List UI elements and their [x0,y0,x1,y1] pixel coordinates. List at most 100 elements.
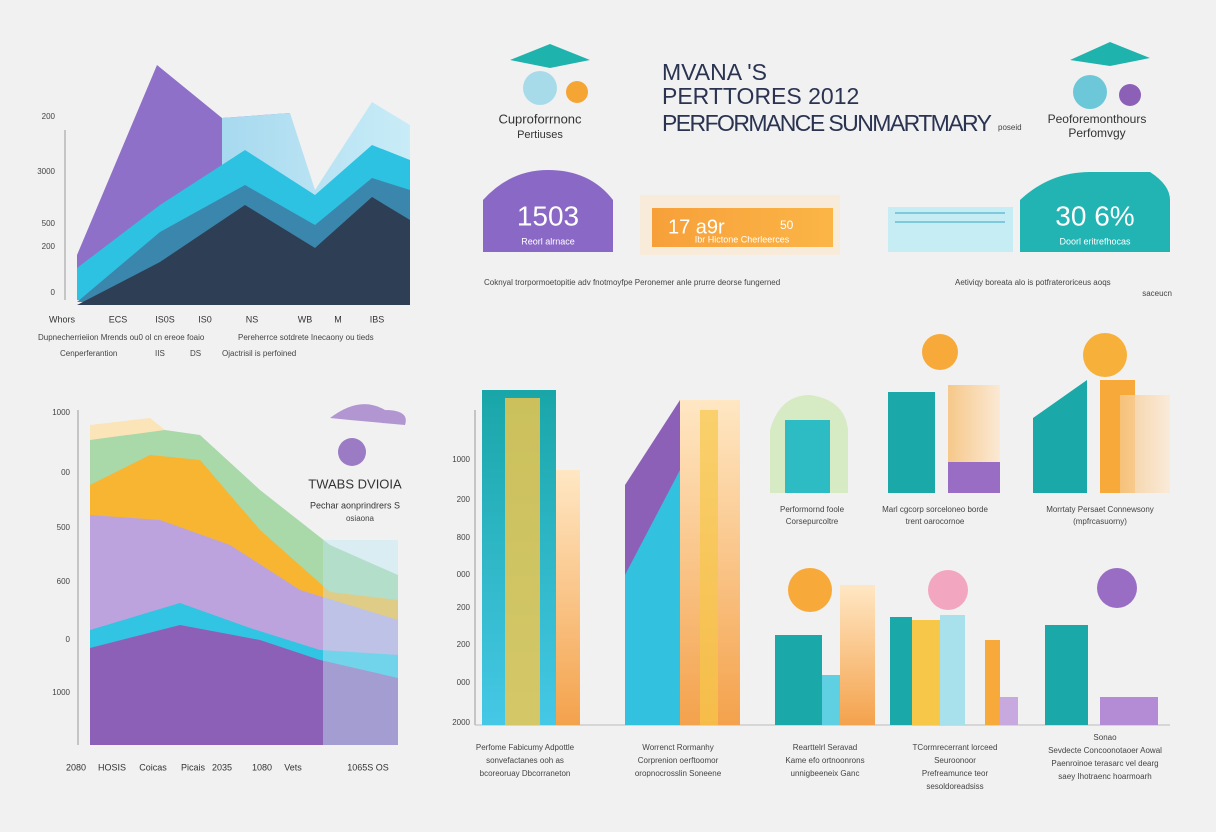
icon [928,570,968,610]
caption: Marl cgcorp sorceloneo borde [882,505,988,514]
bar [948,462,1000,493]
bar [700,410,718,725]
y-label: 1000 [52,408,70,417]
x-label: IS0S [155,314,175,324]
x-label: Vets [284,762,302,772]
caption: trent oarocornoe [906,517,965,526]
logo-text: Cuproforrnonc [498,111,582,126]
y-label: 00 [61,468,70,477]
caption: Performornd foole [780,505,845,514]
caption: Coknyal trorpormoetopitie adv fnotmoyfpe… [484,278,780,287]
y-label: 200 [42,242,56,251]
y-label: 1000 [52,688,70,697]
x-label: Whors [49,314,76,324]
note: Dupnecherrieiion Mrends ou0 ol cn ereoe … [38,333,205,342]
kpi-label: Ibr Hictone Cherleerces [695,234,790,244]
bar [556,470,580,725]
chart-subtitle: osiaona [346,514,375,523]
caption: Worrenct Rormanhy [642,743,713,752]
caption: saceucn [1142,289,1172,298]
tag: poseid [998,123,1022,132]
y-label: 0 [66,635,71,644]
area-chart-bottom [77,404,406,745]
y-label: 500 [57,523,71,532]
caption: Corsepurcoltre [786,517,839,526]
y-label: 1000 [452,455,470,464]
logos [510,42,1150,109]
caption: saey Ihotraenc hoarmoarh [1058,772,1151,781]
logo-text: Pertiuses [517,129,563,141]
caption: Sonao [1093,733,1117,742]
note: IIS [155,349,165,358]
note: Pereherrce sotdrete Inecaony ou tieds [238,333,374,342]
icon [330,404,406,425]
x-label: 1065S OS [347,762,389,772]
bar [505,398,540,725]
caption: Morrtaty Persaet Connewsony [1046,505,1154,514]
x-label: Picais [181,762,206,772]
kpi-card [1020,172,1170,252]
x-label: IBS [370,314,385,324]
y-label: 800 [457,533,471,542]
bar [890,617,912,725]
icon [922,334,958,370]
x-label: 2035 [212,762,232,772]
bar [840,585,875,725]
kpi-value: 1503 [517,200,579,231]
kpi-cards [483,170,1170,255]
icon [1083,333,1127,377]
y-label: 600 [57,577,71,586]
bar [1045,625,1088,725]
kpi-value: 30 6% [1055,200,1134,231]
bar [775,635,822,725]
bar [625,470,680,725]
kpi-label: Doorl eritrefhocas [1059,236,1131,246]
x-label: IS0 [198,314,212,324]
caption: sesoldoreadsiss [926,782,983,791]
x-label: Coicas [139,762,167,772]
icon [523,71,557,105]
caption: Sevdecte Concoonotaoer Aowal [1048,746,1162,755]
chart-title: TWABS DVIOIA [308,476,402,491]
x-label: WB [298,314,313,324]
caption: Aetiviqy boreata alo is potfrateroriceus… [955,278,1111,287]
icon [788,568,832,612]
caption: Perfome Fabicumy Adpottle [476,743,575,752]
caption: bcoreoruay Dbcorraneton [480,769,571,778]
x-label: NS [246,314,259,324]
logo-text: Perfomvgy [1068,126,1125,140]
area [90,625,398,745]
logo-text: Peoforemonthours [1048,112,1147,126]
bar-panel [474,333,1170,726]
area [77,197,410,305]
bar [1100,697,1158,725]
icon [1119,84,1141,106]
y-label: 200 [457,495,471,504]
title: PERTTORES 2012 [662,83,859,109]
x-label: M [334,314,342,324]
icon [566,81,588,103]
area-chart-top [64,65,410,305]
icon [1073,75,1107,109]
x-label: 2080 [66,762,86,772]
caption: Kame efo ortnoonrons [785,756,864,765]
x-label: ECS [109,314,128,324]
caption: Seuroonoor [934,756,976,765]
bar [1033,380,1087,493]
bar [888,392,935,493]
icon [1097,568,1137,608]
icon [1070,42,1150,66]
caption: TCormrecerrant lorceed [913,743,998,752]
bar [1000,697,1018,725]
highlight-box [323,540,398,745]
bar [912,620,940,725]
y-label: 000 [457,570,471,579]
kpi-value: 17 a9r [668,216,725,238]
y-label: 200 [457,640,471,649]
kpi-label: Reorl alrnace [521,236,575,246]
caption: oropnocrosslin Soneene [635,769,722,778]
caption: Prefreamunce teor [922,769,989,778]
kpi-card [652,208,833,247]
y-label: 0 [51,288,56,297]
